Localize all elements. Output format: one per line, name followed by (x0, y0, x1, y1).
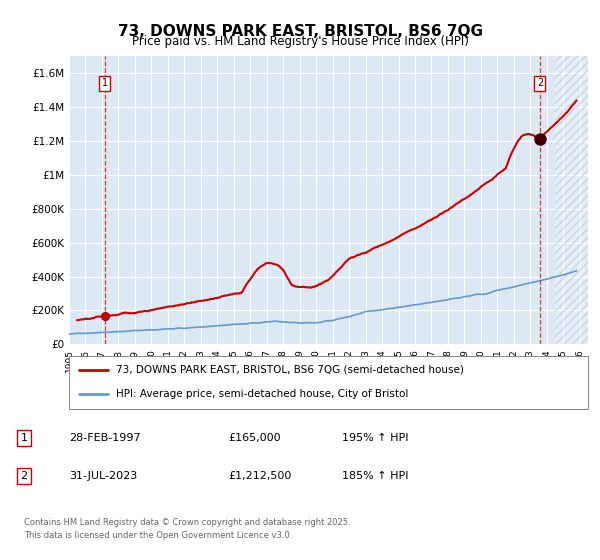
Text: 2: 2 (20, 471, 28, 481)
Text: 73, DOWNS PARK EAST, BRISTOL, BS6 7QG (semi-detached house): 73, DOWNS PARK EAST, BRISTOL, BS6 7QG (s… (116, 365, 464, 375)
Text: £165,000: £165,000 (228, 433, 281, 443)
Text: 195% ↑ HPI: 195% ↑ HPI (342, 433, 409, 443)
Text: 2: 2 (537, 78, 543, 88)
Text: 1: 1 (20, 433, 28, 443)
Text: 1: 1 (101, 78, 108, 88)
Text: 31-JUL-2023: 31-JUL-2023 (69, 471, 137, 481)
Text: 73, DOWNS PARK EAST, BRISTOL, BS6 7QG: 73, DOWNS PARK EAST, BRISTOL, BS6 7QG (118, 24, 482, 39)
Text: 28-FEB-1997: 28-FEB-1997 (69, 433, 140, 443)
Bar (555, 56, 588, 344)
Text: £1,212,500: £1,212,500 (228, 471, 292, 481)
Text: 185% ↑ HPI: 185% ↑ HPI (342, 471, 409, 481)
Text: HPI: Average price, semi-detached house, City of Bristol: HPI: Average price, semi-detached house,… (116, 389, 408, 399)
Text: Price paid vs. HM Land Registry's House Price Index (HPI): Price paid vs. HM Land Registry's House … (131, 35, 469, 49)
Text: Contains HM Land Registry data © Crown copyright and database right 2025.
This d: Contains HM Land Registry data © Crown c… (24, 519, 350, 540)
